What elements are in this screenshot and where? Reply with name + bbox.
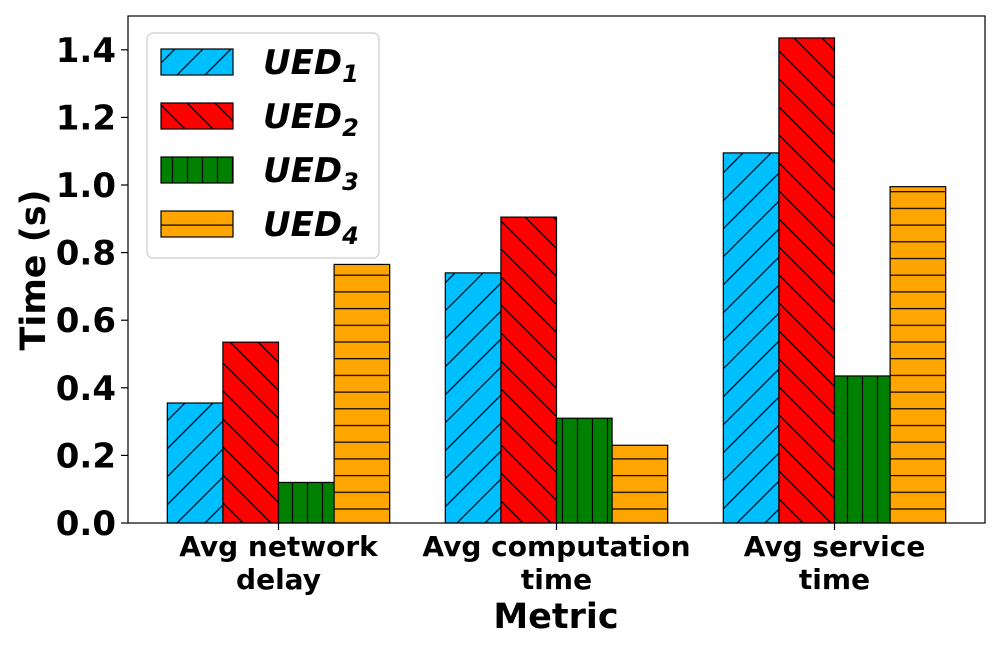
legend-item-4: UED4	[160, 205, 359, 250]
y-tick-label: 0.6	[56, 301, 116, 341]
legend-label-name: UED	[263, 205, 342, 245]
bar-s2-c1	[222, 341, 280, 524]
legend-label-name: UED	[263, 151, 342, 191]
bar-hatch	[778, 37, 836, 524]
bar-s2-c2	[500, 216, 558, 524]
x-tick-label-line: Avg network	[179, 530, 379, 563]
bar-s1-c1	[166, 402, 224, 524]
bar-hatch	[722, 152, 780, 524]
legend-label-name: UED	[263, 97, 342, 137]
x-tick-label-line: Avg service	[744, 530, 926, 563]
y-tick-label: 0.0	[56, 504, 116, 544]
legend-label-subscript: 4	[341, 222, 359, 250]
y-tick-label: 1.4	[56, 31, 116, 71]
bar-hatch	[500, 216, 558, 524]
bar-hatch	[611, 444, 669, 524]
bar-hatch	[889, 186, 947, 524]
bar-s1-c2	[444, 272, 502, 524]
bar-hatch	[277, 481, 335, 524]
bar-s1-c3	[722, 152, 780, 524]
legend-label: UED4	[263, 205, 359, 250]
bar-hatch	[444, 272, 502, 524]
x-axis-label: Metric	[493, 597, 618, 637]
bar-s4-c3	[889, 186, 947, 524]
x-tick-label: Avg network delay	[179, 530, 379, 596]
x-tick-label-line: time	[799, 563, 870, 596]
legend-label-subscript: 3	[342, 168, 359, 196]
bar-s4-c1	[333, 263, 391, 524]
bar-hatch	[166, 402, 224, 524]
bar-hatch	[333, 263, 391, 524]
legend-frame	[146, 32, 380, 259]
legend-label: UED2	[263, 97, 359, 142]
x-tick-label-line: delay	[236, 563, 321, 596]
bar-s4-c2	[611, 444, 669, 524]
x-tick-label-line: time	[521, 563, 592, 596]
legend-swatch	[160, 156, 234, 184]
y-tick-label: 1.0	[56, 166, 116, 206]
legend-item-2: UED2	[160, 97, 359, 142]
x-tick-label: Avg service time	[744, 530, 926, 596]
bar-hatch	[222, 341, 280, 524]
legend-label-subscript: 1	[342, 60, 359, 88]
legend-swatch	[160, 48, 234, 76]
bar-hatch	[833, 375, 891, 524]
bar-hatch	[555, 417, 613, 524]
y-tick-label: 0.4	[56, 369, 116, 409]
bars-layer	[166, 37, 947, 524]
legend-item-3: UED3	[160, 151, 359, 196]
legend-label: UED3	[263, 151, 359, 196]
y-axis: 0.0 0.2 0.4 0.6 0.8 1.0 1.2 1.4	[56, 31, 128, 544]
legend-swatch	[160, 102, 234, 130]
x-tick-label: Avg computation time	[422, 530, 690, 596]
bar-s3-c2	[555, 417, 613, 524]
bar-s3-c1	[277, 481, 335, 524]
y-tick-label: 0.8	[56, 234, 116, 274]
legend-label-subscript: 2	[342, 114, 359, 142]
y-tick-label: 0.2	[56, 436, 116, 476]
legend-label-name: UED	[263, 43, 342, 83]
y-tick-label: 1.2	[56, 98, 116, 138]
x-tick-label-line: Avg computation	[422, 530, 690, 563]
legend-swatch	[160, 210, 234, 238]
legend-label: UED1	[263, 43, 359, 88]
legend-item-1: UED1	[160, 43, 359, 88]
bar-s2-c3	[778, 37, 836, 524]
y-axis-label: Time (s)	[14, 189, 54, 350]
bar-s3-c3	[833, 375, 891, 524]
